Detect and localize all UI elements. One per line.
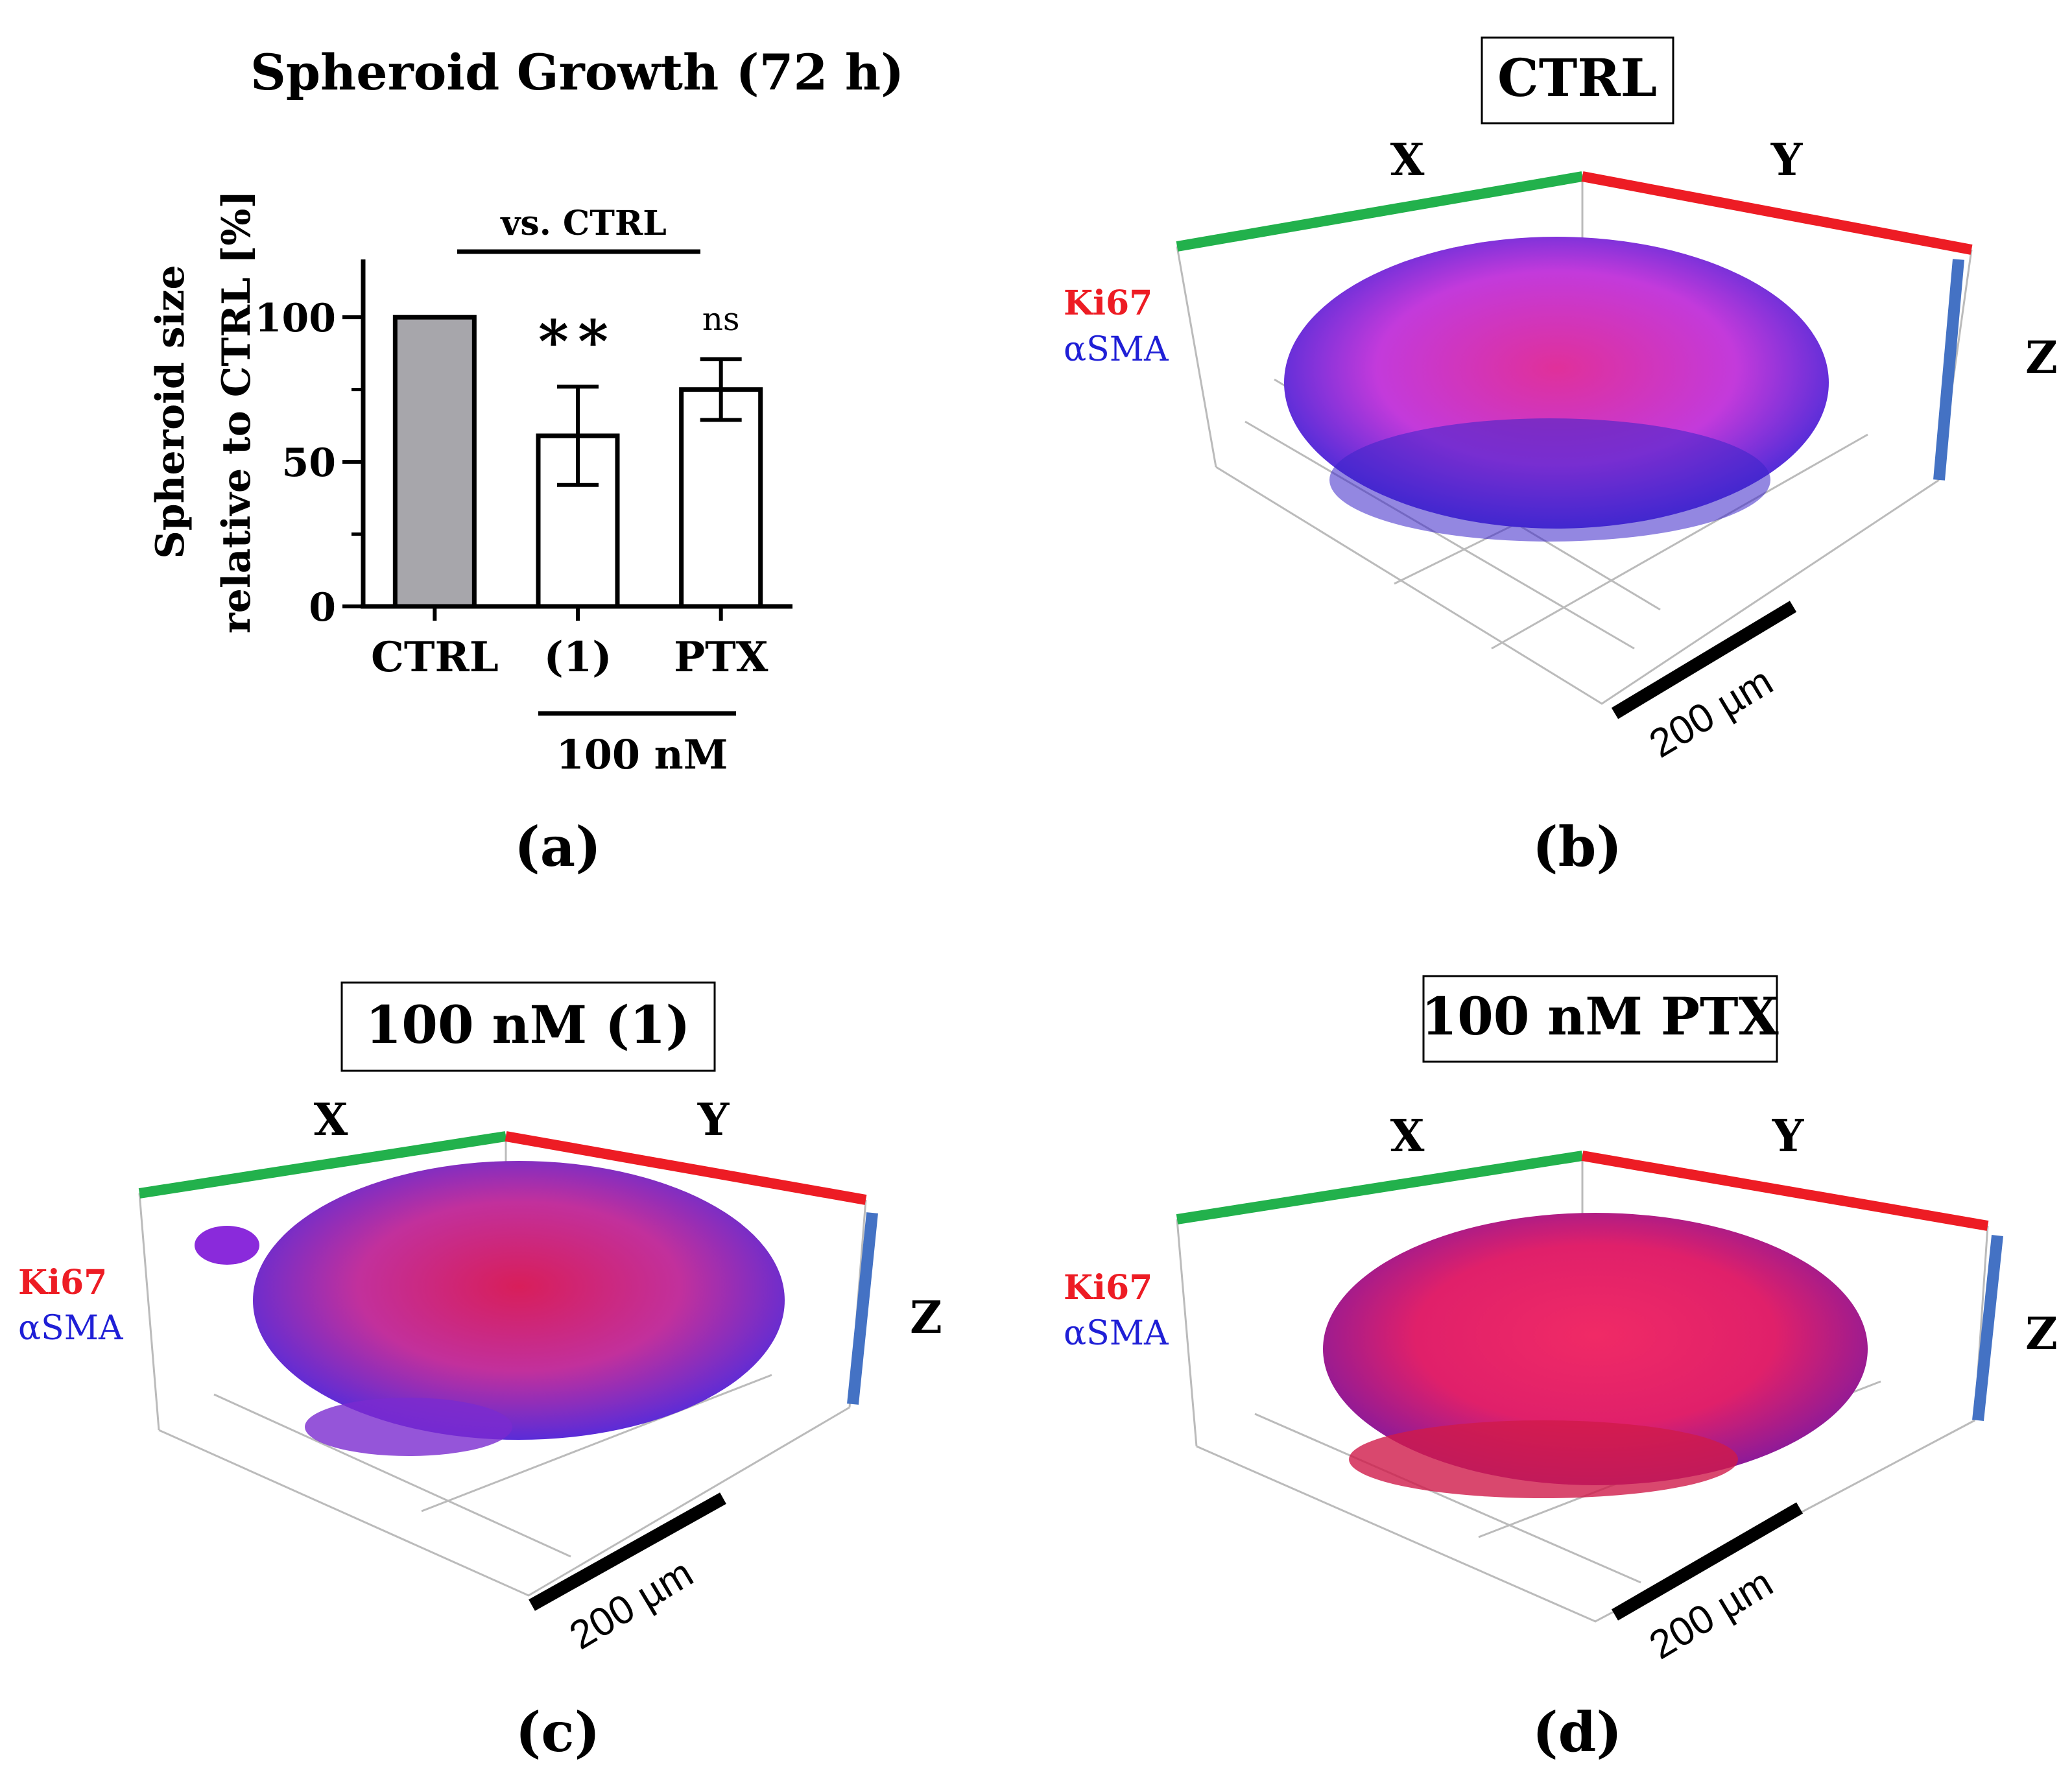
panel-b-axis-z: Z: [2025, 332, 2058, 384]
panel-c-title: 100 nM (1): [366, 994, 691, 1055]
panel-c-axis-y: Y: [697, 1094, 730, 1146]
panel-c-spheroid: [253, 1161, 785, 1440]
panel-d-stain-asma: αSMA: [1064, 1314, 1169, 1353]
panel-label-b: (b): [1532, 815, 1622, 879]
significance-label-1: **: [538, 307, 617, 376]
panel-b-title: CTRL: [1497, 47, 1657, 108]
panel-d-axis-x: X: [1390, 1110, 1425, 1162]
panel-d-scale-bar: [1611, 1502, 1804, 1621]
panel-c-spheroid-blob-bottom: [305, 1398, 512, 1456]
bar-chart: Spheroid Growth (72 h) vs. CTRL Spheroid…: [148, 43, 904, 879]
panel-b: CTRL X Y Z Ki67 αSMA 200 µm (b): [1064, 36, 2058, 879]
panel-c-title-box: [340, 981, 716, 1072]
bar-2: [679, 387, 763, 609]
panel-c-axis-z: Z: [910, 1292, 942, 1344]
panel-b-scale-label: 200 µm: [1642, 659, 1781, 767]
panel-c-y-axis-line: [505, 1131, 867, 1205]
concentration-label: 100 nM: [556, 731, 728, 778]
panel-b-stain-ki67: Ki67: [1064, 283, 1152, 323]
panel-b-title-box: [1481, 36, 1674, 125]
panel-b-axis-x: X: [1390, 134, 1425, 186]
panel-b-y-axis-line: [1581, 171, 1973, 255]
panel-b-x-axis-line: [1176, 171, 1584, 252]
panel-c-scale-bar: [529, 1492, 726, 1611]
y-axis-label-line1: Spheroid size: [148, 265, 193, 558]
panel-d: 100 nM PTX X Y Z Ki67 αSMA 200 µm (d): [1064, 975, 2058, 1764]
x-tick-label: (1): [543, 633, 612, 682]
panel-b-spheroid-shadow: [1329, 418, 1770, 542]
panel-b-z-axis-line: [1933, 259, 1964, 481]
bar-0: [392, 315, 477, 609]
panel-d-spheroid-base: [1349, 1420, 1738, 1498]
panel-d-y-axis-line: [1581, 1151, 1989, 1231]
panel-d-title-box: [1422, 975, 1778, 1063]
panel-c-axis-x: X: [314, 1094, 348, 1146]
panel-c-spheroid-blob-left: [195, 1226, 259, 1265]
panel-b-scale-bar: [1611, 601, 1797, 719]
panel-label-d: (d): [1532, 1700, 1622, 1764]
panel-b-stain-asma: αSMA: [1064, 330, 1169, 369]
panel-c-stain-ki67: Ki67: [18, 1263, 107, 1302]
chart-bars: ** ns: [392, 300, 763, 609]
panel-c-z-axis-line: [847, 1212, 878, 1405]
panel-c-scale-label: 200 µm: [562, 1551, 701, 1658]
significance-label-2: ns: [702, 300, 740, 338]
panel-d-title: 100 nM PTX: [1421, 986, 1778, 1047]
chart-axes: 0 50 100 CTRL (1) PTX: [255, 259, 792, 682]
y-axis-label-line2: relative to CTRL [%]: [214, 190, 259, 634]
panel-d-stain-ki67: Ki67: [1064, 1268, 1152, 1308]
panel-c: 100 nM (1) X Y Z Ki67 αSMA 200 µm (c): [18, 981, 942, 1764]
panel-label-c: (c): [516, 1700, 601, 1764]
panel-c-stain-asma: αSMA: [18, 1309, 124, 1348]
panel-d-spheroid: [1323, 1213, 1868, 1485]
panel-d-axis-y: Y: [1772, 1110, 1805, 1162]
y-tick-label: 100: [255, 296, 336, 341]
panel-d-z-axis-line: [1972, 1235, 2003, 1421]
comparison-label: vs. CTRL: [500, 204, 667, 243]
y-tick-label: 0: [309, 585, 336, 630]
x-tick-label: PTX: [674, 633, 768, 682]
panel-c-x-axis-line: [138, 1131, 507, 1199]
panel-d-x-axis-line: [1176, 1151, 1584, 1224]
chart-title: Spheroid Growth (72 h): [250, 43, 904, 101]
panel-d-scale-label: 200 µm: [1642, 1560, 1781, 1668]
panel-d-axis-z: Z: [2025, 1308, 2058, 1360]
panel-b-axis-y: Y: [1770, 134, 1804, 186]
x-tick-label: CTRL: [371, 633, 499, 682]
panel-label-a: (a): [514, 815, 601, 879]
y-tick-label: 50: [282, 440, 337, 486]
